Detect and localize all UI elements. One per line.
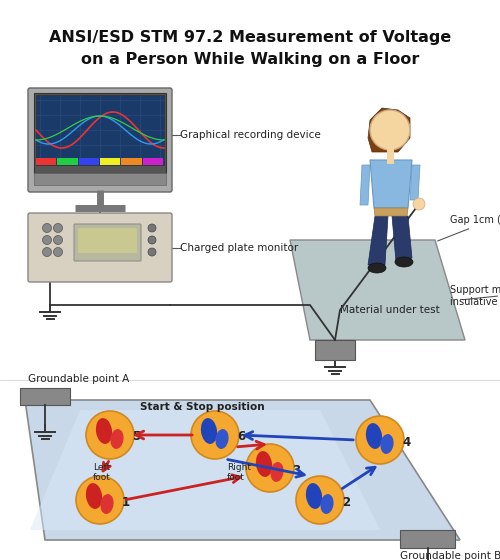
Text: Support material
insulative if required: Support material insulative if required — [450, 285, 500, 307]
Circle shape — [296, 476, 344, 524]
Circle shape — [191, 411, 239, 459]
Ellipse shape — [368, 263, 386, 273]
Ellipse shape — [366, 423, 382, 449]
FancyBboxPatch shape — [122, 158, 142, 165]
Circle shape — [42, 248, 51, 256]
Circle shape — [246, 444, 294, 492]
Ellipse shape — [395, 257, 413, 267]
Ellipse shape — [110, 429, 124, 449]
FancyBboxPatch shape — [78, 228, 137, 253]
Circle shape — [54, 248, 62, 256]
Circle shape — [42, 236, 51, 245]
Polygon shape — [20, 388, 70, 405]
Text: Charged plate monitor: Charged plate monitor — [180, 243, 298, 253]
Ellipse shape — [380, 434, 394, 454]
Circle shape — [356, 416, 404, 464]
Polygon shape — [368, 216, 388, 265]
FancyBboxPatch shape — [100, 158, 120, 165]
Text: Right
foot: Right foot — [227, 463, 251, 482]
Text: Graphical recording device: Graphical recording device — [180, 130, 321, 140]
Text: 2: 2 — [342, 496, 350, 508]
Text: Groundable point B: Groundable point B — [400, 551, 500, 560]
Ellipse shape — [256, 451, 272, 477]
Polygon shape — [374, 208, 408, 216]
Ellipse shape — [306, 483, 322, 509]
Polygon shape — [392, 216, 412, 262]
FancyBboxPatch shape — [36, 158, 56, 165]
Polygon shape — [30, 410, 380, 530]
Text: Groundable point A: Groundable point A — [28, 374, 129, 384]
Polygon shape — [360, 165, 370, 205]
Circle shape — [76, 476, 124, 524]
Text: Start & Stop position: Start & Stop position — [140, 402, 264, 412]
Circle shape — [54, 236, 62, 245]
Ellipse shape — [270, 462, 283, 482]
Text: ANSI/ESD STM 97.2 Measurement of Voltage: ANSI/ESD STM 97.2 Measurement of Voltage — [49, 30, 451, 45]
FancyBboxPatch shape — [34, 173, 166, 185]
Circle shape — [86, 411, 134, 459]
Circle shape — [54, 223, 62, 232]
Text: 1: 1 — [122, 496, 130, 508]
Polygon shape — [25, 400, 460, 540]
Polygon shape — [315, 340, 355, 360]
Text: 5: 5 — [132, 431, 140, 444]
Circle shape — [42, 223, 51, 232]
Text: 6: 6 — [237, 431, 245, 444]
Text: 4: 4 — [402, 436, 410, 449]
Circle shape — [148, 248, 156, 256]
FancyBboxPatch shape — [58, 158, 78, 165]
Text: on a Person While Walking on a Floor: on a Person While Walking on a Floor — [81, 52, 419, 67]
Circle shape — [148, 224, 156, 232]
FancyBboxPatch shape — [36, 95, 164, 165]
Circle shape — [413, 198, 425, 210]
FancyBboxPatch shape — [74, 224, 141, 261]
Text: Material under test: Material under test — [340, 305, 440, 315]
Circle shape — [148, 236, 156, 244]
Polygon shape — [290, 240, 465, 340]
Polygon shape — [410, 165, 420, 200]
Circle shape — [370, 110, 410, 150]
Polygon shape — [400, 530, 455, 548]
Text: 3: 3 — [292, 464, 300, 477]
Ellipse shape — [201, 418, 217, 444]
Polygon shape — [370, 160, 412, 208]
Text: Gap 1cm (0.5 in): Gap 1cm (0.5 in) — [438, 215, 500, 241]
Ellipse shape — [100, 494, 114, 514]
FancyBboxPatch shape — [142, 158, 163, 165]
Ellipse shape — [86, 483, 102, 509]
Ellipse shape — [320, 494, 334, 514]
FancyBboxPatch shape — [78, 158, 99, 165]
FancyBboxPatch shape — [28, 213, 172, 282]
Ellipse shape — [96, 418, 112, 444]
Polygon shape — [368, 108, 410, 152]
Text: Left
foot: Left foot — [93, 463, 111, 482]
FancyBboxPatch shape — [34, 93, 166, 173]
Ellipse shape — [216, 429, 228, 449]
FancyBboxPatch shape — [28, 88, 172, 192]
